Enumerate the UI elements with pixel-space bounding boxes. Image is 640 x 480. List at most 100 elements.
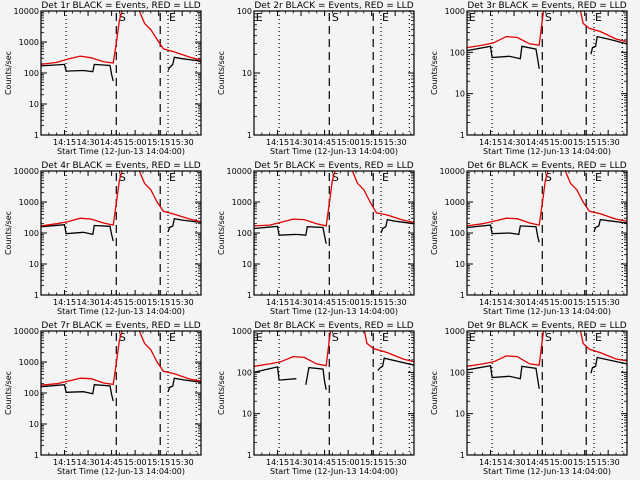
y-tick-label: 10 [29,260,39,269]
marker-label: S [332,171,339,184]
series-lld [254,171,414,227]
plot-area [467,11,627,69]
plot-area [254,331,414,390]
x-tick-label: 14:30 [503,458,526,467]
x-tick-label: 15:15 [147,458,170,467]
x-tick-label: 15:00 [550,298,573,307]
series-events [41,217,201,242]
plot-area [41,331,201,402]
y-tick-label: 1000 [19,358,39,367]
plot-frame [466,330,628,456]
y-tick-label: 10 [242,410,252,419]
y-axis-label: Counts/sec [4,211,13,255]
y-tick-label: 10 [29,100,39,109]
x-tick-label: 14:15 [266,298,289,307]
y-tick-label: 10000 [14,167,39,176]
series-events [467,356,627,389]
series-lld [467,11,627,49]
x-tick-label: 14:45 [526,298,549,307]
y-tick-label: 100 [450,368,465,377]
x-tick-label: 15:15 [573,298,596,307]
x-tick-label: 15:00 [550,458,573,467]
marker-label: S [332,11,339,24]
panel-title: Det 2r BLACK = Events, RED = LLD [254,1,413,11]
panel-title: Det 7r BLACK = Events, RED = LLD [41,321,200,331]
x-tick-label: 14:15 [479,298,502,307]
y-tick-label: 1 [34,291,39,300]
y-axis-label: Counts/sec [4,51,13,95]
panel-det-5: Det 5r BLACK = Events, RED = LLD 1 10 100 10… [217,161,415,316]
series-events [467,35,627,69]
y-tick-label: 1000 [19,198,39,207]
y-tick-label: 1000 [232,327,252,336]
series-events [254,357,414,390]
marker-label: E [382,171,389,184]
y-tick-label: 1000 [445,198,465,207]
x-tick-label: 14:30 [503,138,526,147]
y-tick-label: 10000 [440,167,465,176]
y-tick-label: 10 [242,260,252,269]
x-tick-label: 15:00 [124,298,147,307]
y-tick-label: 1000 [445,7,465,16]
x-tick-label: 15:15 [147,138,170,147]
plot-frame [253,10,415,136]
y-tick-label: 100 [450,48,465,57]
x-tick-label: 14:30 [290,458,313,467]
x-tick-label: 15:30 [384,298,407,307]
plot-frame [253,330,415,456]
series-events [254,218,414,244]
x-tick-label: 15:00 [124,138,147,147]
y-tick-label: 100 [237,229,252,238]
y-axis-label: Counts/sec [430,371,439,415]
plot-frame [253,170,415,296]
y-tick-label: 1 [460,451,465,460]
y-tick-label: 1000 [445,327,465,336]
plot-area [467,331,627,389]
marker-label: E [169,11,176,24]
plot-area [41,11,201,82]
panel-title: Det 6r BLACK = Events, RED = LLD [467,161,626,171]
x-tick-label: 15:15 [360,138,383,147]
y-axis-label: Counts/sec [430,211,439,255]
panel-title: Det 1r BLACK = Events, RED = LLD [41,1,200,11]
panel-title: Det 8r BLACK = Events, RED = LLD [254,321,413,331]
marker-label: E [256,11,263,24]
x-tick-label: 14:45 [313,458,336,467]
series-lld [467,331,627,367]
x-tick-label: 15:30 [597,458,620,467]
plot-frame [40,10,202,136]
x-tick-label: 15:30 [171,138,194,147]
y-tick-label: 1 [247,291,252,300]
marker-label: E [595,331,602,344]
panel-title: Det 4r BLACK = Events, RED = LLD [41,161,200,171]
x-tick-label: 14:30 [77,138,100,147]
x-tick-label: 14:15 [53,138,76,147]
marker-label: S [119,11,126,24]
panel-det-6: Det 6r BLACK = Events, RED = LLD 1 10 100 10… [430,161,628,316]
panel-det-9: Det 9r BLACK = Events, RED = LLD 1 10 100 10… [430,321,628,476]
x-tick-label: 15:30 [171,458,194,467]
series-events [467,218,627,243]
x-tick-label: 14:15 [53,298,76,307]
x-tick-label: 14:45 [313,138,336,147]
x-tick-label: 14:30 [290,298,313,307]
x-tick-label: 15:30 [597,298,620,307]
marker-label: S [545,171,552,184]
plot-frame [40,330,202,456]
panel-det-8: Det 8r BLACK = Events, RED = LLD 1 10 100 10… [217,321,415,476]
x-axis-label: Start Time (12-Jun-13 14:04:00) [483,467,611,476]
x-axis-label: Start Time (12-Jun-13 14:04:00) [483,307,611,316]
x-tick-label: 14:15 [266,138,289,147]
y-tick-label: 1000 [232,198,252,207]
y-axis-label: Counts/sec [430,51,439,95]
x-tick-label: 15:15 [573,138,596,147]
x-axis-label: Start Time (12-Jun-13 14:04:00) [57,307,185,316]
x-axis-label: Start Time (12-Jun-13 14:04:00) [57,467,185,476]
marker-label: E [169,331,176,344]
x-tick-label: 15:00 [337,298,360,307]
marker-label: S [545,11,552,24]
y-tick-label: 1 [247,131,252,140]
y-tick-label: 1 [34,451,39,460]
y-tick-label: 10 [455,90,465,99]
x-tick-label: 14:15 [479,458,502,467]
